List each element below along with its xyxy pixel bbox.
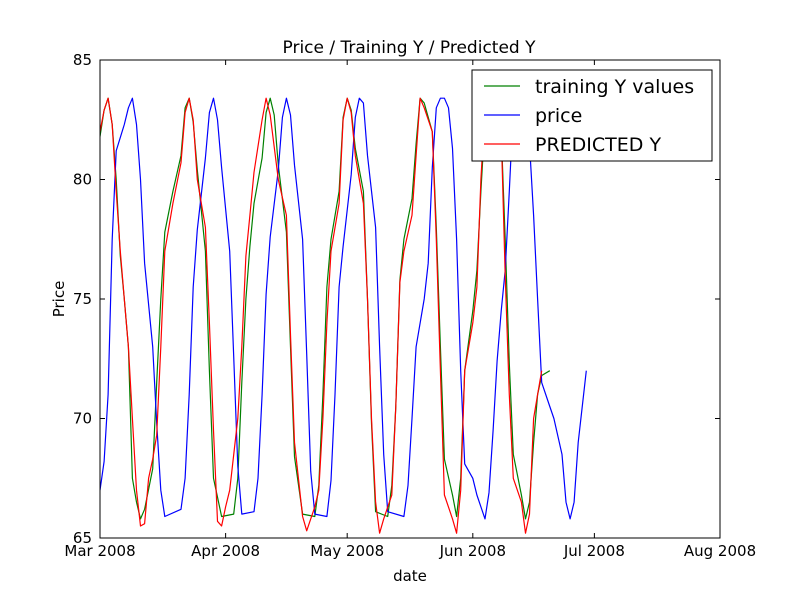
y-tick-label: 80: [73, 171, 92, 189]
x-tick-label: Jun 2008: [439, 542, 506, 560]
x-tick-label: Mar 2008: [64, 542, 135, 560]
legend-label-2: PREDICTED Y: [535, 134, 661, 156]
y-tick-label: 65: [73, 529, 92, 547]
x-tick-label: Aug 2008: [684, 542, 756, 560]
series-line-1: [100, 97, 587, 520]
series-layer: [100, 97, 587, 534]
y-tick-label: 70: [73, 410, 92, 428]
legend-label-0: training Y values: [535, 76, 694, 98]
x-tick-label: May 2008: [310, 542, 384, 560]
legend-label-1: price: [535, 105, 582, 127]
x-tick-label: Apr 2008: [191, 542, 260, 560]
series-line-2: [100, 97, 543, 534]
x-axis-label: date: [393, 567, 427, 585]
ticks-layer: Mar 2008 Apr 2008 May 2008 Jun 2008 Jul 2008…: [64, 51, 756, 560]
chart-title: Price / Training Y / Predicted Y: [283, 38, 537, 58]
y-axis-label: Price: [50, 281, 68, 318]
y-tick-label: 75: [73, 290, 92, 308]
y-tick-label: 85: [73, 51, 92, 69]
plot-frame: [99, 59, 721, 539]
legend: training Y values price PREDICTED Y: [471, 69, 713, 162]
x-tick-label: Jul 2008: [563, 542, 625, 560]
